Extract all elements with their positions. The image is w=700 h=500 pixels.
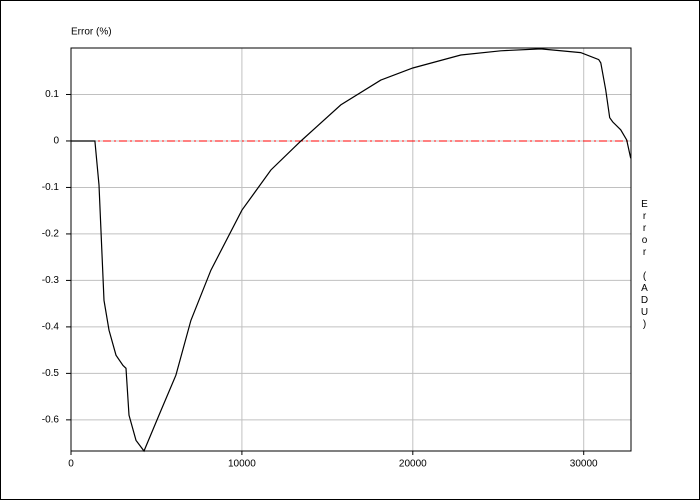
y-tick-label: 0	[53, 136, 59, 147]
x-tick-label: 0	[68, 459, 74, 470]
x-tick-label: 20000	[399, 459, 427, 470]
y-tick-label: -0.5	[42, 368, 60, 379]
y-tick-label: 0.1	[45, 89, 59, 100]
y-tick-label: -0.4	[42, 322, 60, 333]
x-tick-label: 30000	[570, 459, 598, 470]
x-tick-label: 10000	[228, 459, 256, 470]
y-tick-label: -0.3	[42, 275, 60, 286]
chart-title: Error (%)	[71, 27, 112, 38]
y-tick-label: -0.1	[42, 182, 60, 193]
y-tick-label: -0.2	[42, 229, 60, 240]
data-line	[71, 48, 632, 453]
y2-axis-label: Error (ADU)	[639, 199, 650, 331]
plot-frame	[70, 47, 632, 452]
y-tick-label: -0.6	[42, 414, 60, 425]
